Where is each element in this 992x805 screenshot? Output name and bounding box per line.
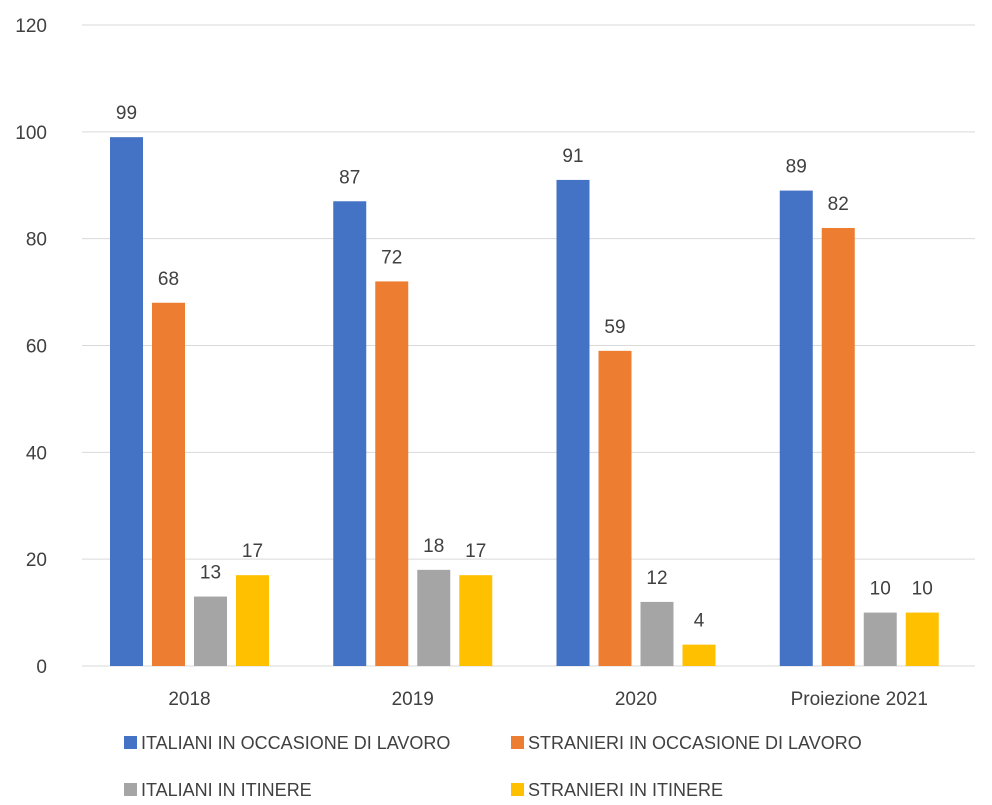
x-axis-category-labels: 2018 2019 2020 Proiezione 2021 [168, 689, 928, 710]
bar [682, 644, 716, 666]
data-label: 12 [646, 568, 667, 589]
legend-swatch [124, 783, 137, 796]
bar [110, 137, 143, 667]
bar [556, 179, 590, 667]
bar [417, 569, 451, 666]
data-label: 17 [242, 541, 263, 562]
bar [598, 350, 632, 666]
y-tick-label: 40 [26, 443, 47, 464]
legend-item: STRANIERI IN ITINERE [511, 780, 723, 800]
legend-label: ITALIANI IN ITINERE [141, 780, 312, 800]
data-label: 59 [604, 317, 625, 338]
data-label: 18 [423, 536, 444, 557]
y-tick-label: 80 [26, 230, 47, 251]
legend-swatch [511, 783, 524, 796]
legend-item: ITALIANI IN ITINERE [124, 780, 312, 800]
legend-swatch [511, 736, 524, 749]
gridlines [82, 24, 975, 667]
bar [640, 601, 674, 666]
y-tick-label: 120 [15, 16, 47, 37]
bar [779, 190, 813, 666]
legend: ITALIANI IN OCCASIONE DI LAVORO STRANIERI… [124, 733, 862, 800]
bar [333, 201, 367, 666]
legend-label: ITALIANI IN OCCASIONE DI LAVORO [141, 733, 450, 753]
bar [459, 575, 493, 666]
legend-label: STRANIERI IN ITINERE [528, 780, 723, 800]
bar [905, 612, 939, 666]
data-label: 17 [465, 541, 486, 562]
x-category-label: 2018 [168, 689, 210, 710]
data-label: 72 [381, 247, 402, 268]
legend-swatch [124, 736, 137, 749]
legend-item: STRANIERI IN OCCASIONE DI LAVORO [511, 733, 862, 753]
bars [110, 137, 939, 667]
bar [863, 612, 897, 666]
data-label: 87 [339, 167, 360, 188]
data-label: 99 [116, 103, 137, 124]
bar [375, 281, 409, 666]
y-tick-label: 0 [36, 657, 47, 678]
y-axis-tick-labels: 0 20 40 60 80 100 120 [15, 16, 47, 678]
x-category-label: 2019 [392, 689, 434, 710]
bar [194, 596, 227, 666]
y-tick-label: 60 [26, 337, 47, 358]
y-tick-label: 100 [15, 123, 47, 144]
bar [152, 302, 185, 666]
data-label: 68 [158, 269, 179, 290]
data-label: 91 [562, 146, 583, 167]
x-category-label: Proiezione 2021 [791, 689, 928, 710]
legend-label: STRANIERI IN OCCASIONE DI LAVORO [528, 733, 862, 753]
x-category-label: 2020 [615, 689, 657, 710]
data-labels: 99 68 13 17 87 72 18 17 91 59 12 4 89 82 10 10 [116, 103, 933, 631]
data-label: 4 [694, 611, 705, 632]
data-label: 10 [870, 579, 891, 600]
legend-item: ITALIANI IN OCCASIONE DI LAVORO [124, 733, 450, 753]
data-label: 10 [912, 579, 933, 600]
data-label: 82 [828, 194, 849, 215]
data-label: 89 [786, 157, 807, 178]
data-label: 13 [200, 563, 221, 584]
y-tick-label: 20 [26, 550, 47, 571]
bar [236, 575, 269, 666]
bar [821, 227, 855, 666]
